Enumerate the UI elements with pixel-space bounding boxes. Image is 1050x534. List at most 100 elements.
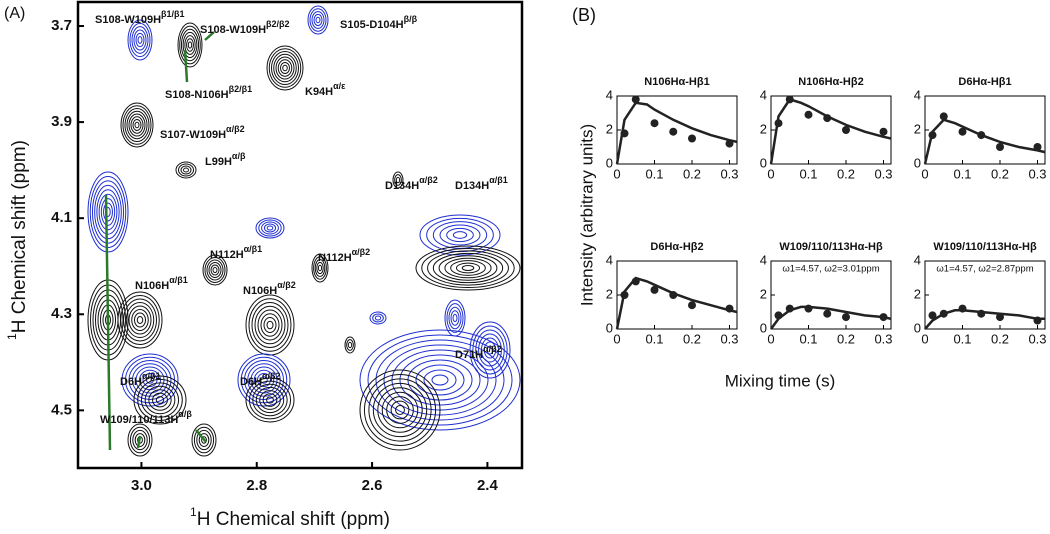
- contour: [372, 382, 428, 438]
- contour: [152, 392, 168, 408]
- peak-label-text: S108-W109H: [200, 24, 266, 36]
- contour: [452, 313, 458, 323]
- contour: [87, 171, 129, 253]
- contour: [455, 262, 481, 274]
- x-axis-label: Mixing time (s): [725, 371, 836, 390]
- y-tick-label: 3.9: [51, 113, 72, 130]
- contour: [266, 320, 274, 330]
- x-tick-label: 3.0: [131, 477, 152, 494]
- y-tick-label: 0: [606, 155, 613, 170]
- axes-frame: [616, 95, 738, 165]
- data-point: [650, 119, 659, 128]
- contour: [374, 315, 382, 321]
- x-tick-label: 0: [921, 331, 928, 346]
- y-tick-label: 4.1: [51, 209, 72, 226]
- panel-label: (B): [572, 5, 596, 25]
- contour: [415, 364, 465, 396]
- contour: [129, 22, 151, 58]
- data-point: [688, 134, 696, 143]
- contour: [134, 312, 146, 328]
- axes-frame: [924, 95, 1046, 165]
- contour: [266, 396, 274, 404]
- contour: [198, 433, 210, 447]
- contour: [446, 303, 464, 333]
- contour: [210, 264, 220, 276]
- contour: [395, 405, 405, 415]
- x-tick-label: 0.3: [874, 166, 892, 181]
- x-tick-label: 0.3: [874, 331, 892, 346]
- contour: [245, 377, 295, 423]
- fit-curve: [923, 118, 1046, 165]
- data-point: [996, 143, 1004, 151]
- data-point: [879, 127, 888, 136]
- contour: [135, 32, 145, 48]
- data-point: [785, 304, 794, 313]
- y-tick-label: 4: [914, 252, 921, 267]
- data-point: [879, 313, 888, 322]
- contour: [133, 375, 187, 425]
- contour: [448, 306, 462, 330]
- peak-label: N106Hα/β2: [243, 280, 296, 297]
- peak-label-text: S105-D104H: [340, 19, 404, 31]
- peak-label-sup: α/β2: [226, 124, 245, 134]
- y-tick-label: 4: [606, 87, 613, 102]
- y-tick-label: 4: [760, 87, 767, 102]
- contour: [313, 256, 327, 280]
- contour: [461, 265, 475, 271]
- peak-label-text: S107-W109H: [160, 129, 226, 141]
- x-tick-label: 0.3: [1028, 331, 1046, 346]
- contour: [359, 329, 521, 431]
- contour: [280, 62, 290, 74]
- contour: [248, 380, 292, 420]
- y-tick-label: 2: [606, 286, 613, 301]
- data-point: [774, 311, 783, 320]
- peak-label: D6Hα/β1: [120, 371, 161, 388]
- contour: [369, 311, 387, 325]
- x-tick-label: 0.1: [645, 331, 663, 346]
- contour: [421, 247, 515, 289]
- data-point: [958, 304, 967, 313]
- x-tick-label: 2.8: [246, 477, 267, 494]
- data-point: [669, 127, 678, 136]
- contour: [131, 309, 149, 331]
- x-tick-label: 0: [767, 331, 774, 346]
- peak-label-sup: α/ε: [333, 81, 346, 91]
- y-tick-label: 2: [760, 121, 767, 136]
- peak-label-sup: α/β2: [483, 344, 502, 354]
- data-point: [620, 129, 629, 138]
- peak-label: N106Hα/β1: [135, 275, 188, 292]
- contour: [103, 202, 113, 222]
- peak-label-text: L99H: [205, 156, 232, 168]
- contour: [347, 341, 353, 349]
- contour: [96, 189, 120, 235]
- contour: [193, 426, 215, 454]
- y-tick-label: 0: [914, 320, 921, 335]
- contour: [315, 16, 321, 24]
- contour: [381, 391, 419, 429]
- contour: [316, 261, 324, 275]
- contour: [311, 253, 329, 283]
- subplot-title: D6Hα-Hβ1: [958, 76, 1011, 88]
- contour: [317, 264, 323, 272]
- contour: [253, 369, 275, 391]
- contour: [427, 250, 509, 286]
- contour: [120, 295, 160, 345]
- contour: [263, 223, 277, 233]
- contour: [201, 436, 207, 444]
- y-tick-label: 0: [760, 320, 767, 335]
- contour: [252, 383, 288, 417]
- x-tick-label: 0.2: [837, 331, 855, 346]
- contour: [478, 333, 502, 367]
- peak-label-sup: α/β1: [244, 244, 263, 254]
- data-point: [1033, 143, 1042, 151]
- x-tick-label: 0.1: [799, 331, 817, 346]
- contour: [126, 110, 148, 140]
- contour: [98, 193, 118, 231]
- contour: [127, 423, 153, 457]
- data-point: [928, 311, 937, 320]
- peak-label: W109/110/113Hα/β: [100, 409, 192, 426]
- contour: [262, 393, 278, 407]
- contour: [423, 369, 457, 391]
- axes-frame: [770, 95, 892, 165]
- peak-label: N112Hα/β1: [210, 244, 262, 261]
